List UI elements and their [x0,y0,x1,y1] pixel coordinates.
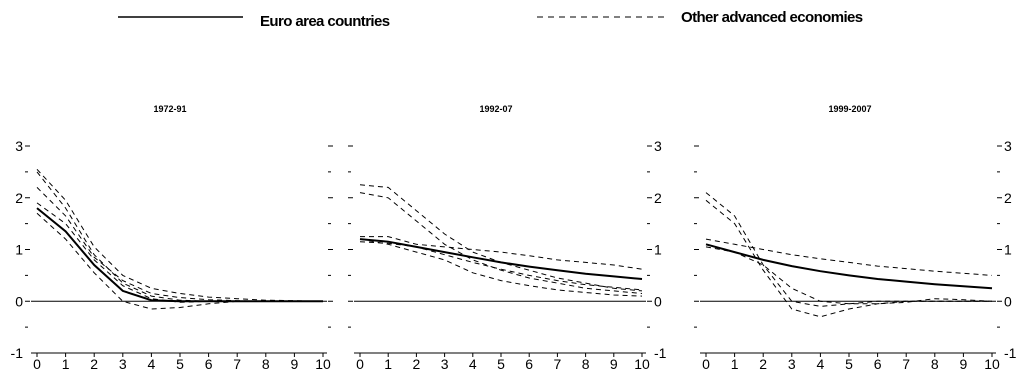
x-tick-label: 10 [984,356,1000,372]
y-tick-label: 1 [15,242,23,258]
legend-dashed-label: Other advanced economies [681,9,863,26]
x-tick-label: 1 [62,356,70,372]
x-tick-label: 5 [497,356,505,372]
x-tick-label: 10 [634,356,650,372]
x-tick-label: 6 [205,356,213,372]
x-tick-label: 4 [469,356,477,372]
x-tick-label: 6 [874,356,882,372]
x-tick-label: 7 [233,356,241,372]
x-tick-label: 2 [759,356,767,372]
dashed-series-line-3 [705,238,993,276]
dashed-series-line-3 [360,236,643,270]
y-tick-label: 2 [1004,190,1012,206]
panel-title: 1992-07 [479,104,512,114]
x-tick-label: 3 [119,356,127,372]
x-tick-label: 8 [262,356,270,372]
dashed-series-line-1 [705,192,992,307]
x-tick-label: 5 [845,356,853,372]
panel-title: 1999-2007 [828,104,871,114]
x-tick-label: 1 [731,356,739,372]
x-tick-label: 3 [788,356,796,372]
y-tick-label: -1 [1004,345,1016,361]
x-tick-label: 10 [315,356,331,372]
y-tick-label: 0 [1004,293,1012,309]
x-tick-label: 6 [525,356,533,372]
x-tick-label: 9 [291,356,299,372]
dashed-series-line-4 [705,246,993,305]
dashed-series-line-5 [359,241,643,291]
y-tick-label: 3 [1004,138,1012,154]
dashed-series-line-3 [36,202,323,303]
x-tick-label: 4 [148,356,156,372]
y-tick-label: -1 [654,345,667,361]
x-tick-label: 7 [554,356,562,372]
panel-title: 1972-91 [153,104,186,114]
x-tick-label: 3 [441,356,449,372]
x-tick-label: 2 [90,356,98,372]
y-tick-label: 1 [1004,242,1012,258]
x-tick-label: 0 [356,356,364,372]
chart-panel-0: 1972-91 0 1 2 3 4 5 6 7 8 9 10 -1 0 1 2 3 [11,104,333,372]
y-tick-label: 2 [15,190,23,206]
dashed-series-line-1 [36,171,323,302]
x-tick-label: 9 [610,356,618,372]
x-tick-label: 4 [817,356,825,372]
y-tick-label: 0 [15,293,23,309]
x-tick-label: 5 [176,356,184,372]
y-tick-label: 3 [654,138,662,154]
dashed-series-line-2 [36,168,324,302]
x-tick-label: 1 [384,356,392,372]
dashed-series-line-5 [36,187,323,302]
dashed-series-line-1 [359,184,643,292]
x-tick-label: 7 [902,356,910,372]
y-tick-label: 1 [654,242,662,258]
x-tick-label: 0 [702,356,710,372]
dashed-series-line-2 [705,199,992,318]
x-tick-label: 2 [413,356,421,372]
chart-panel-1: 1992-07 0 1 2 3 4 5 6 7 8 9 10-1 0 1 2 3 [348,104,667,372]
y-tick-label: 3 [15,138,23,154]
y-tick-label: 0 [654,293,662,309]
dashed-series-line-4 [359,238,643,297]
y-tick-label: 2 [654,190,662,206]
solid-series-line-0 [36,207,323,303]
legend: Euro area countries Other advanced econo… [118,9,863,30]
x-tick-label: 9 [960,356,968,372]
x-tick-label: 8 [582,356,590,372]
legend-solid-label: Euro area countries [260,13,390,30]
x-tick-label: 8 [931,356,939,372]
solid-series-line-0 [359,238,643,280]
dashed-series-line-2 [359,192,643,294]
solid-series-line-0 [705,243,993,290]
y-tick-label: -1 [11,345,24,361]
dashed-series-line-4 [36,212,323,310]
x-tick-label: 0 [33,356,41,372]
chart-panel-2: 1999-2007 0 1 2 3 4 5 6 7 8 9 10-1 0 1 2 3 [694,104,1016,372]
